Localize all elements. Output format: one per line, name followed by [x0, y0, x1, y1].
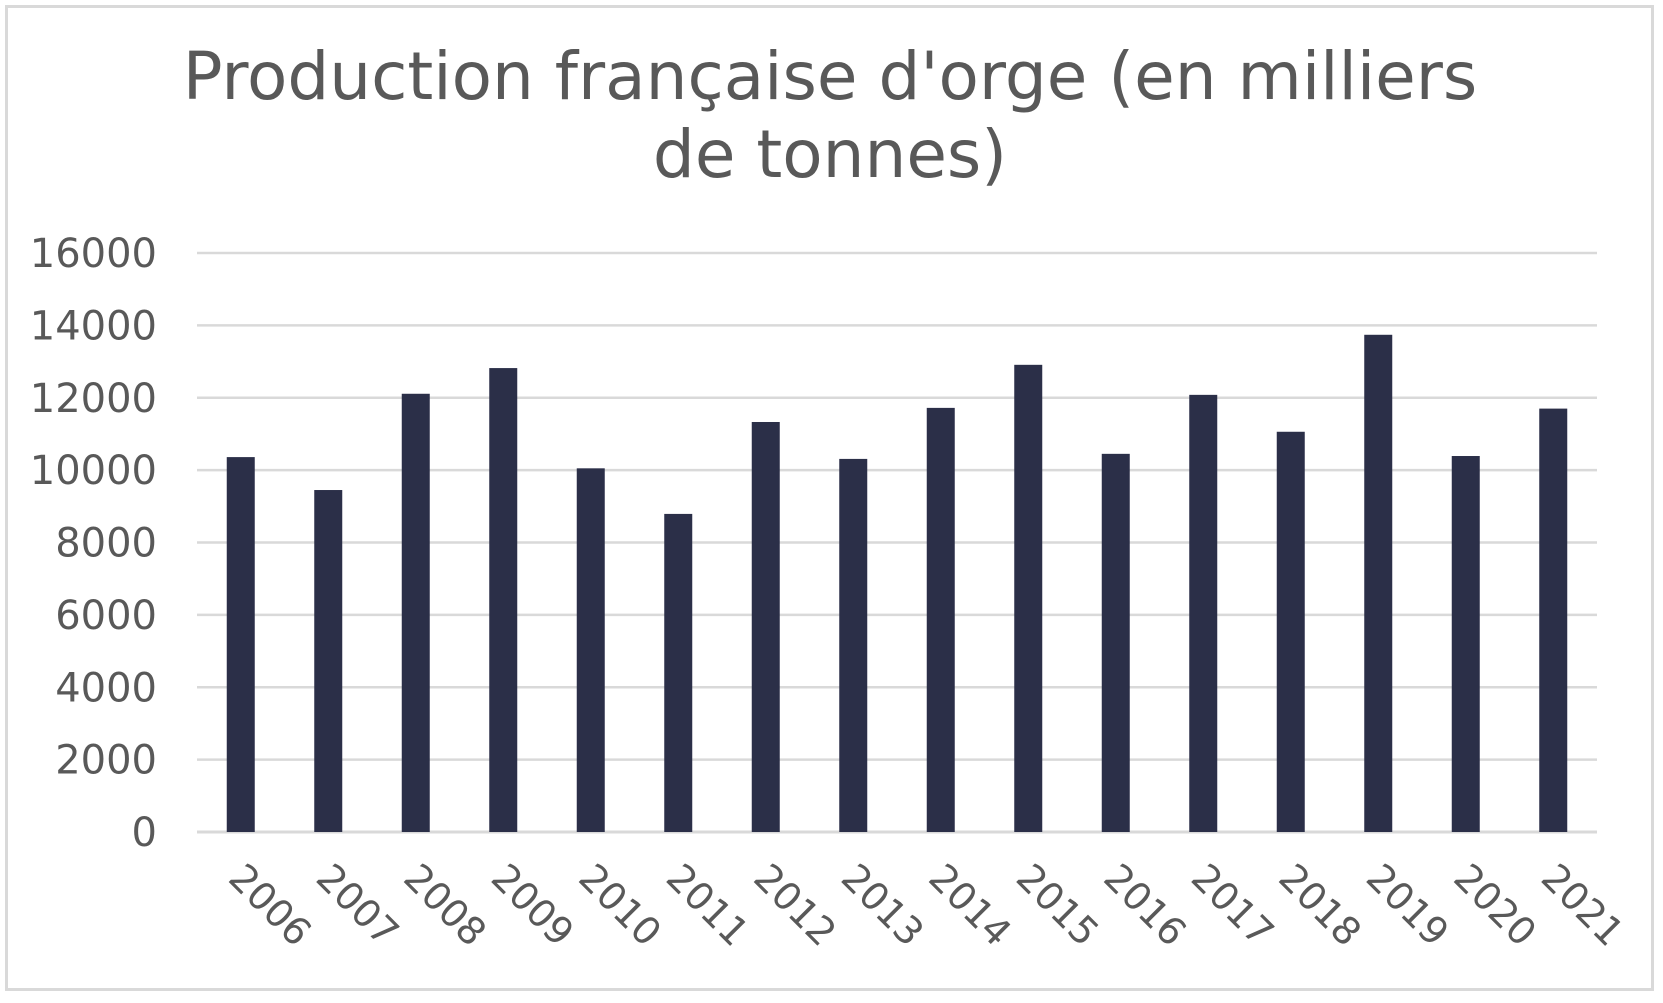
bar-2006: [226, 457, 255, 832]
x-tick-label: 2012: [745, 855, 845, 955]
bar-2014: [926, 407, 955, 832]
bar-2007: [314, 490, 343, 832]
x-tick-label: 2016: [1095, 855, 1195, 955]
y-tick-label: 8000: [55, 521, 157, 567]
x-tick-label: 2007: [308, 855, 408, 955]
y-tick-label: 14000: [30, 303, 157, 349]
bar-2008: [401, 393, 430, 832]
gridlines: [197, 251, 1597, 834]
x-tick-label: 2015: [1008, 855, 1108, 955]
y-tick-label: 6000: [55, 593, 157, 639]
x-tick-label: 2013: [833, 855, 933, 955]
y-tick-label: 2000: [55, 738, 157, 784]
bar-2009: [489, 368, 518, 832]
y-tick-label: 10000: [30, 448, 157, 494]
x-tick-label: 2009: [483, 855, 583, 955]
bar-2021: [1539, 408, 1568, 832]
bars: [226, 334, 1568, 832]
y-tick-label: 4000: [55, 665, 157, 711]
y-tick-label: 16000: [30, 231, 157, 277]
x-tick-label: 2006: [220, 855, 320, 955]
chart-title: Production française d'orge (en milliers…: [182, 38, 1478, 193]
bar-2017: [1189, 394, 1218, 832]
x-tick-label: 2011: [658, 855, 758, 955]
x-tick-label: 2020: [1445, 855, 1545, 955]
x-tick-label: 2021: [1533, 855, 1633, 955]
x-tick-label: 2014: [920, 855, 1020, 955]
bar-2010: [576, 468, 605, 832]
bar-2015: [1014, 364, 1043, 832]
y-tick-label: 12000: [30, 376, 157, 422]
x-axis-tick-labels: 2006200720082009201020112012201320142015…: [220, 855, 1632, 955]
x-tick-label: 2017: [1183, 855, 1283, 955]
bar-2019: [1364, 334, 1393, 832]
y-tick-label: 0: [132, 810, 157, 856]
bar-2011: [664, 513, 693, 832]
bar-2020: [1451, 456, 1480, 832]
bar-2018: [1276, 431, 1305, 832]
bar-2012: [751, 421, 780, 832]
x-tick-label: 2018: [1270, 855, 1370, 955]
x-tick-label: 2008: [395, 855, 495, 955]
bar-2016: [1101, 453, 1130, 832]
x-tick-label: 2019: [1358, 855, 1458, 955]
y-axis-tick-labels: 0 2000 4000 6000 8000 10000 12000 14000 16000: [30, 231, 157, 856]
x-tick-label: 2010: [570, 855, 670, 955]
bar-2013: [839, 458, 868, 832]
